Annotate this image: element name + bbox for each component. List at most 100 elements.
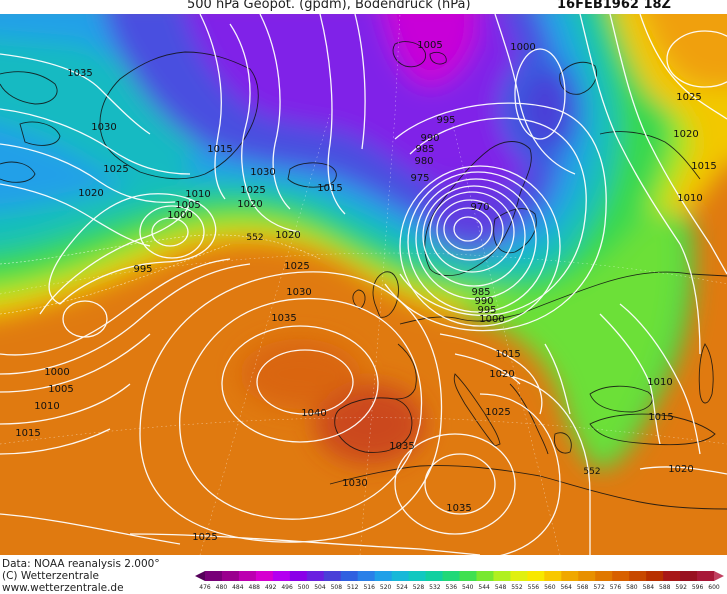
isobar-label: 1015 (648, 412, 673, 423)
colorbar-tick-label: 536 (445, 584, 458, 591)
colorbar-swatch (391, 571, 410, 581)
colorbar-tick-label: 504 (314, 584, 326, 591)
colorbar-swatch (255, 571, 274, 581)
colorbar-tick-label: 600 (708, 584, 720, 591)
isobar-label: 1020 (673, 129, 698, 140)
map-canvas: 1005 1000 1035 1030 1025 1020 1015 1030 … (0, 14, 727, 555)
colorbar-tick-label: 568 (576, 584, 589, 591)
colorbar-tick-label: 516 (363, 584, 375, 591)
colorbar-tick-label: 484 (232, 584, 244, 591)
isobar-label: 995 (477, 305, 496, 316)
colorbar-tick-label: 488 (248, 584, 260, 591)
colorbar-swatch (357, 571, 376, 581)
colorbar-swatch (340, 571, 359, 581)
colorbar-tick-label: 532 (429, 584, 441, 591)
isobar-label: 1025 (284, 261, 309, 272)
isobar-label: 1020 (78, 188, 103, 199)
isobar-label: 1030 (286, 287, 311, 298)
coastlines (0, 41, 727, 510)
isobar-label: 1035 (446, 503, 471, 514)
isobar-label: 1000 (167, 210, 192, 221)
colorbar-tick-label: 540 (461, 584, 474, 591)
colorbar-swatch (272, 571, 291, 581)
isobar-label: 995 (436, 115, 455, 126)
colorbar-tick-label: 560 (544, 584, 556, 591)
colorbar-swatch (425, 571, 444, 581)
colorbar-tick-label: 544 (478, 584, 490, 591)
colorbar-tick-label: 480 (215, 584, 228, 591)
colorbar-tick-label: 524 (396, 584, 408, 591)
colorbar-tick-label: 572 (593, 584, 605, 591)
isobar-label: 1015 (317, 183, 342, 194)
isobar-label: 1010 (677, 193, 702, 204)
isobar-label: 1010 (647, 377, 672, 388)
colorbar-tick-label: 584 (642, 584, 655, 591)
data-source: Data: NOAA reanalysis 2.000° (2, 558, 160, 570)
colorbar-tick-label: 552 (511, 584, 523, 591)
colorbar-swatch (238, 571, 257, 581)
colorbar-swatch (680, 571, 698, 581)
colorbar-swatch (527, 571, 545, 581)
colorbar-swatch (442, 571, 460, 581)
colorbar-swatch (544, 571, 562, 581)
colorbar-tick-label: 500 (297, 584, 310, 591)
colorbar-tick-label: 476 (199, 584, 211, 591)
isobar-label: 1025 (103, 164, 128, 175)
colorbar-tick-label: 492 (264, 584, 277, 591)
colorbar-swatch (289, 571, 308, 581)
isobar-label: 1025 (676, 92, 701, 103)
colorbar-tick-label: 596 (691, 584, 704, 591)
field-bands (0, 14, 727, 469)
isobar-label: 1005 (48, 384, 73, 395)
colorbar-swatch (663, 571, 681, 581)
isobar-label: 985 (471, 287, 490, 298)
isobar-label: 1030 (91, 122, 116, 133)
colorbar-swatch (595, 571, 613, 581)
isobar-label: 1020 (275, 230, 300, 241)
chart-datetime: 16FEB1962 18Z (557, 0, 671, 12)
colorbar-tick-label: 592 (675, 584, 687, 591)
isobar-label: 1020 (668, 464, 693, 475)
colorbar-tick-label: 576 (609, 584, 622, 591)
colorbar-swatch (493, 571, 511, 581)
isobar-label: 1035 (389, 441, 414, 452)
chart-title: 500 hPa Geopot. (gpdm), Bodendruck (hPa) (187, 0, 471, 12)
colorbar-tick-label: 512 (347, 584, 359, 591)
colorbar-labels: 476 480 484 488 492 496 500 504 508 512 516 520 524 5… (0, 584, 727, 593)
isobar-label: 1015 (207, 144, 232, 155)
colorbar-swatch (323, 571, 342, 581)
isobar-label: 1035 (271, 313, 296, 324)
isobar-label: 990 (474, 296, 493, 307)
colorbar-swatch (629, 571, 647, 581)
colorbar (195, 571, 724, 581)
isobars (0, 14, 727, 555)
isobar-label: 1000 (479, 314, 504, 325)
isobar-label: 970 (470, 202, 489, 213)
colorbar-swatch (408, 571, 427, 581)
colorbar-swatch (221, 571, 240, 581)
isobar-label: 1010 (34, 401, 59, 412)
isobar-label: 1030 (342, 478, 367, 489)
colorbar-swatch (578, 571, 596, 581)
isobar-label: 1025 (192, 532, 217, 543)
colorbar-tick-label: 564 (560, 584, 572, 591)
isobar-label: 1010 (185, 189, 210, 200)
isobar-label: 1005 (417, 40, 442, 51)
colorbar-swatch (459, 571, 477, 581)
geopot-labels: 552 552 (246, 233, 600, 477)
colorbar-tick-label: 520 (379, 584, 392, 591)
isobar-label: 990 (420, 133, 439, 144)
isobar-label: 1040 (301, 408, 326, 419)
isobar-label: 1015 (15, 428, 40, 439)
colorbar-swatch (205, 571, 223, 581)
website-link[interactable]: www.wetterzentrale.de (2, 582, 124, 594)
isobar-label: 1005 (175, 200, 200, 211)
colorbar-swatch (306, 571, 325, 581)
copyright: (C) Wetterzentrale (2, 570, 99, 582)
isobar-label: 980 (414, 156, 433, 167)
geopot-label: 552 (246, 233, 263, 243)
colorbar-swatch (612, 571, 630, 581)
isobar-label: 1025 (485, 407, 510, 418)
colorbar-tick-label: 580 (626, 584, 638, 591)
colorbar-swatch (476, 571, 494, 581)
